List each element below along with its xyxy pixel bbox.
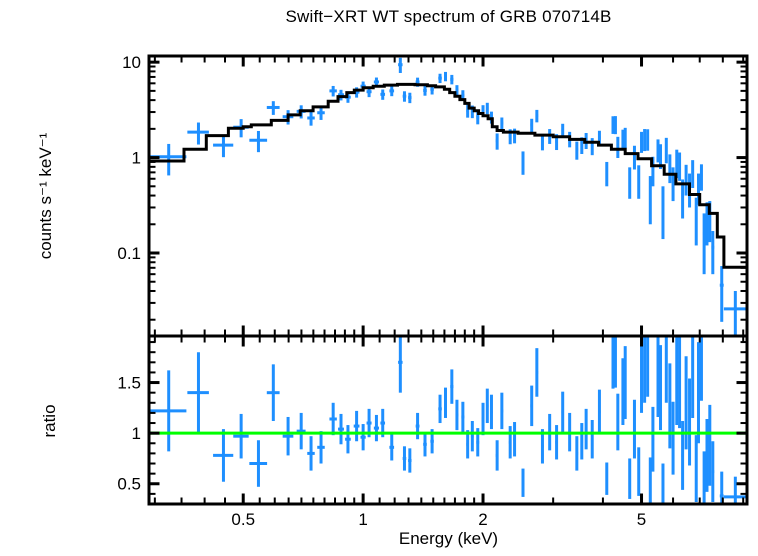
counts-data-points bbox=[149, 57, 747, 336]
x-tick-label: 2 bbox=[478, 510, 487, 529]
counts-panel-border bbox=[147, 54, 749, 338]
x-tick-label: 5 bbox=[637, 510, 646, 529]
ratio-panel bbox=[149, 336, 747, 504]
ratio-ticks bbox=[150, 337, 746, 503]
y-tick-label: 0.5 bbox=[117, 475, 141, 494]
energy-axis-label: Energy (keV) bbox=[398, 529, 499, 548]
ratio-data-points bbox=[149, 336, 747, 504]
y-tick-label: 1 bbox=[132, 424, 141, 443]
y-tick-label: 1.5 bbox=[117, 374, 141, 393]
chart-title: Swift−XRT WT spectrum of GRB 070714B bbox=[285, 7, 612, 26]
y-tick-label: 10 bbox=[122, 53, 141, 72]
ratio-panel-border bbox=[147, 334, 749, 506]
x-tick-label: 1 bbox=[358, 510, 367, 529]
counts-axis-label: counts s⁻¹ keV⁻¹ bbox=[36, 132, 55, 260]
y-tick-label: 1 bbox=[132, 149, 141, 168]
model-line bbox=[149, 82, 747, 269]
x-tick-label: 0.5 bbox=[231, 510, 255, 529]
counts-panel bbox=[149, 57, 747, 336]
counts-ticks bbox=[150, 57, 746, 335]
y-tick-label: 0.1 bbox=[117, 244, 141, 263]
ratio-axis-label: ratio bbox=[40, 404, 59, 438]
